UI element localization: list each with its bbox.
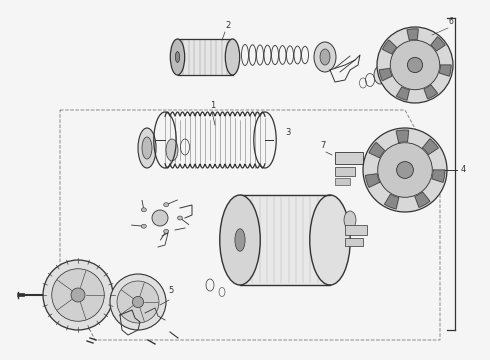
FancyBboxPatch shape: [335, 152, 363, 164]
Ellipse shape: [141, 208, 147, 212]
Ellipse shape: [220, 195, 260, 285]
Polygon shape: [396, 87, 409, 100]
Text: 1: 1: [210, 101, 215, 110]
Bar: [345, 225, 367, 235]
Ellipse shape: [177, 216, 182, 220]
Text: 5: 5: [168, 286, 173, 295]
Circle shape: [132, 296, 144, 307]
Circle shape: [363, 128, 447, 212]
Polygon shape: [396, 130, 409, 143]
Ellipse shape: [171, 39, 185, 75]
Circle shape: [152, 210, 168, 226]
Polygon shape: [407, 29, 418, 40]
Ellipse shape: [166, 139, 178, 161]
Text: 6: 6: [448, 17, 453, 26]
Circle shape: [71, 288, 85, 302]
Polygon shape: [383, 40, 396, 54]
Polygon shape: [424, 85, 438, 99]
Ellipse shape: [164, 229, 169, 233]
Circle shape: [391, 40, 440, 90]
Circle shape: [396, 162, 414, 179]
Polygon shape: [432, 170, 445, 182]
Polygon shape: [366, 174, 380, 187]
Text: 2: 2: [225, 21, 230, 30]
Polygon shape: [369, 143, 385, 158]
Ellipse shape: [142, 137, 152, 159]
FancyBboxPatch shape: [335, 167, 355, 176]
Circle shape: [378, 143, 432, 197]
Polygon shape: [439, 65, 451, 76]
Circle shape: [52, 269, 104, 321]
Ellipse shape: [235, 229, 245, 251]
Bar: [345, 238, 363, 246]
Circle shape: [377, 27, 453, 103]
Text: 3: 3: [285, 128, 291, 137]
Ellipse shape: [164, 203, 169, 207]
Ellipse shape: [175, 51, 180, 62]
Polygon shape: [240, 195, 330, 285]
Ellipse shape: [138, 128, 156, 168]
Text: 7: 7: [320, 141, 325, 150]
Polygon shape: [415, 192, 430, 207]
Polygon shape: [422, 139, 438, 154]
Ellipse shape: [320, 49, 330, 65]
Circle shape: [117, 281, 159, 323]
Text: 4: 4: [461, 166, 466, 175]
Circle shape: [407, 57, 422, 73]
Ellipse shape: [344, 211, 356, 229]
FancyBboxPatch shape: [335, 178, 350, 185]
Ellipse shape: [374, 66, 386, 84]
Circle shape: [43, 260, 113, 330]
Ellipse shape: [225, 39, 240, 75]
Polygon shape: [379, 68, 392, 81]
Ellipse shape: [310, 195, 350, 285]
Ellipse shape: [314, 42, 336, 72]
Polygon shape: [177, 39, 232, 75]
Circle shape: [110, 274, 166, 330]
Polygon shape: [385, 194, 399, 209]
Polygon shape: [431, 37, 445, 51]
Ellipse shape: [141, 224, 147, 228]
